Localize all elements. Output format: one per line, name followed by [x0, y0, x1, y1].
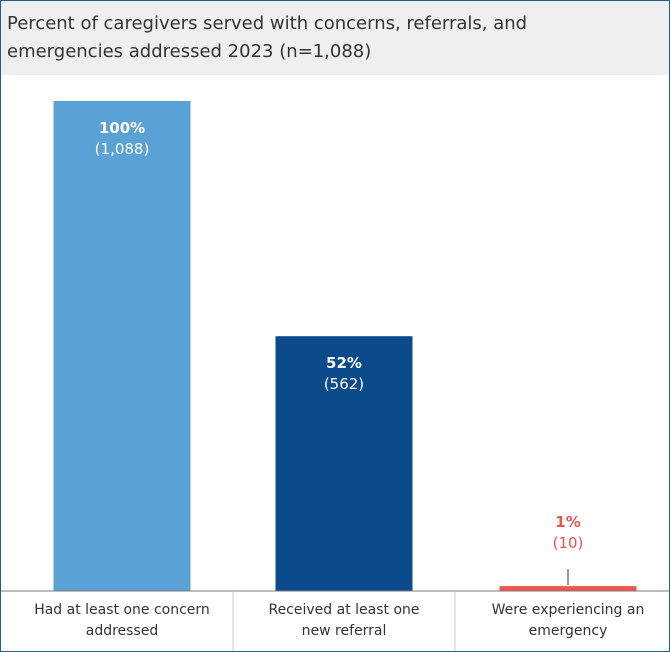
bar-count-label-1: (1,088) — [95, 140, 150, 158]
category-label-3-line-1: Were experiencing an — [492, 602, 645, 618]
bar-2 — [275, 336, 413, 591]
bar-1 — [53, 101, 191, 591]
category-label-1-line-1: Had at least one concern — [34, 602, 210, 618]
category-label-2-line-2: new referral — [302, 623, 387, 639]
chart-title: Percent of caregivers served with concer… — [7, 13, 528, 62]
chart-title-bar: Percent of caregivers served with concer… — [1, 1, 669, 75]
category-label-3-line-2: emergency — [529, 623, 608, 639]
bar-value-label-1: 100% — [99, 119, 145, 137]
bar-value-label-3: 1% — [555, 513, 580, 531]
category-label-1-line-2: addressed — [86, 623, 159, 639]
bar-count-label-2: (562) — [324, 375, 364, 393]
bar-3 — [499, 586, 637, 591]
bar-count-label-3: (10) — [553, 534, 584, 552]
category-label-2-line-1: Received at least one — [268, 602, 419, 618]
bar-value-label-2: 52% — [326, 354, 362, 372]
